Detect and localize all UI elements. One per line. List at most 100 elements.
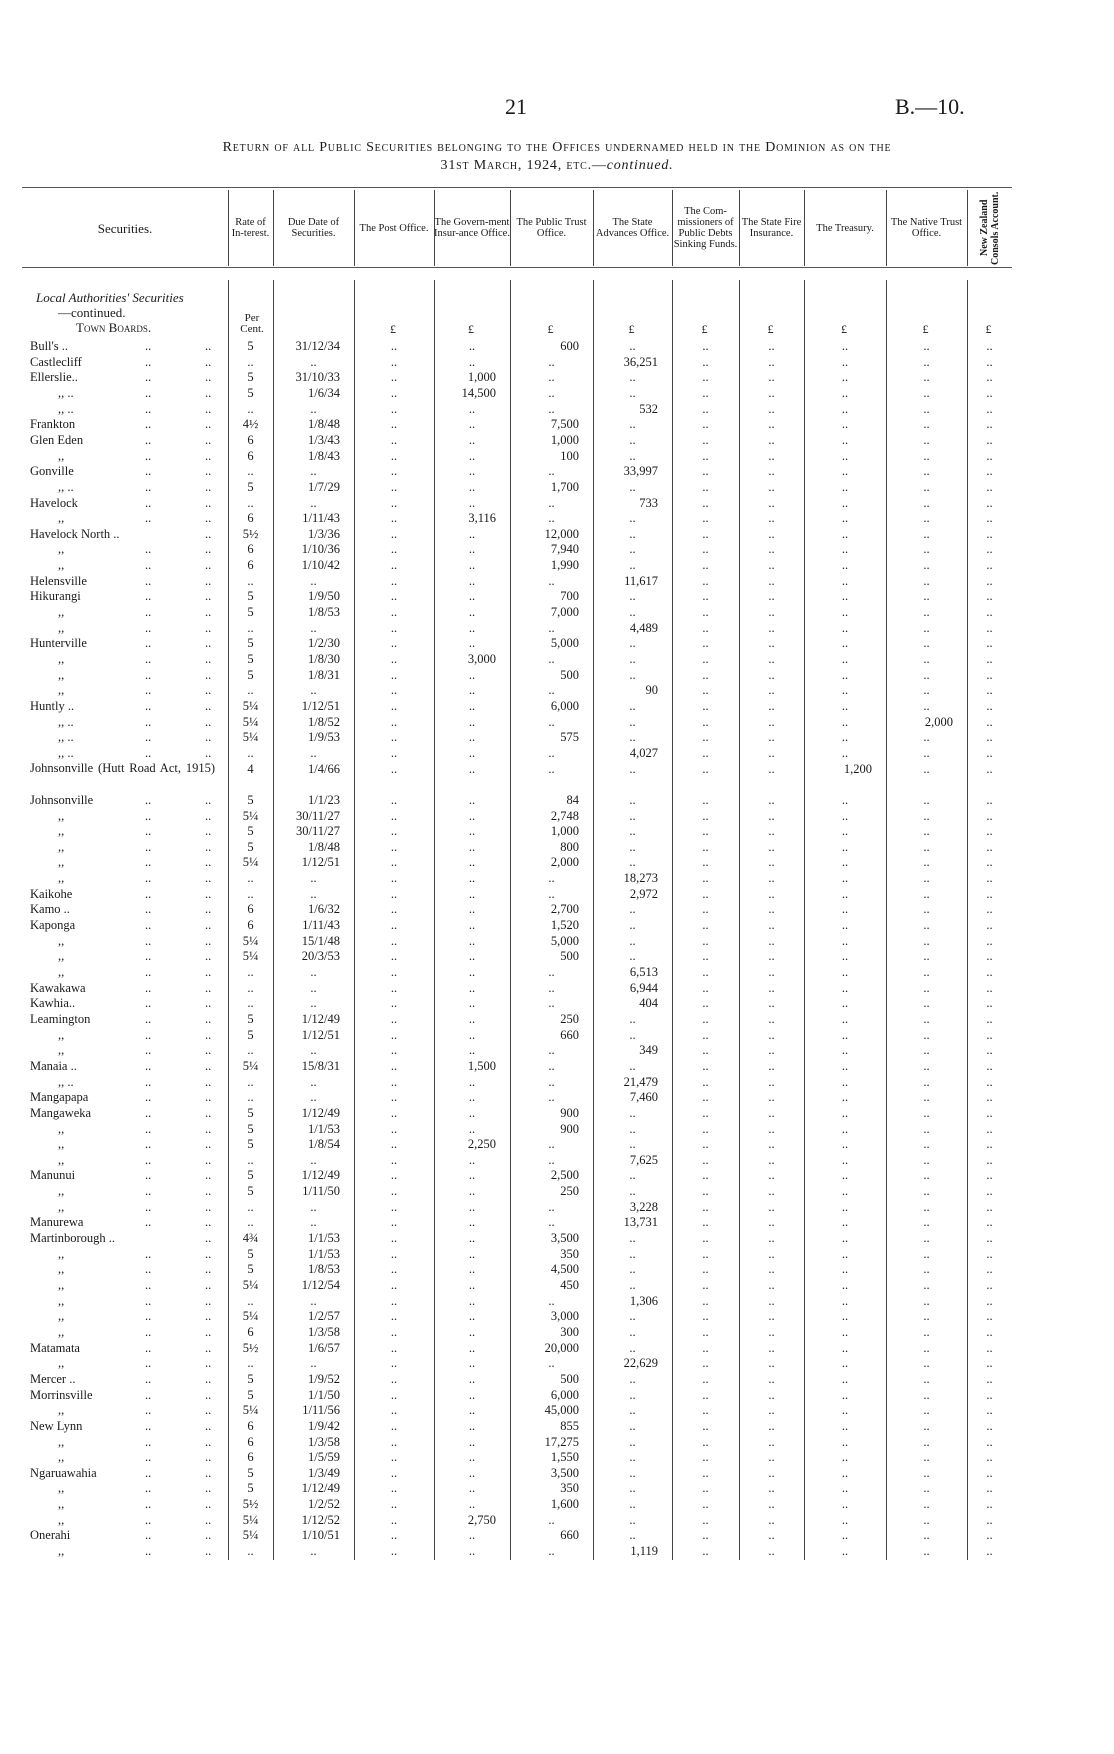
cell-state-advances: .. [629, 370, 636, 385]
cell-public-trust: 700 [560, 589, 579, 604]
table-row: Frankton.... 4½ 1/8/48.... 7,500...........… [0, 416, 1114, 432]
leader-dots: .. [145, 354, 152, 369]
table-row: New Lynn.... 6 1/9/42.... 855............ [0, 1418, 1114, 1434]
cell-state-fire: .. [768, 1324, 775, 1339]
cell-consols: .. [986, 432, 993, 447]
cell-native-trust: .. [923, 1481, 930, 1496]
leader-dots: .. [205, 745, 212, 760]
cell-sinking-funds: .. [702, 1356, 709, 1371]
cell-due-date: 1/2/30 [308, 636, 340, 651]
cell-rate: 6 [247, 542, 254, 557]
column-divider [739, 190, 740, 266]
cell-treasury: .. [841, 1434, 849, 1449]
cell-due-date: 1/3/58 [308, 1324, 340, 1339]
leader-dots: .. [145, 432, 152, 447]
security-name: ,, [58, 667, 65, 682]
cell-sinking-funds: .. [702, 886, 709, 901]
cell-due-date: 1/11/43 [302, 918, 340, 933]
cell-consols: .. [986, 1544, 993, 1559]
table-row: Manunui.... 5 1/12/49.... 2,500............ [0, 1167, 1114, 1183]
cell-state-fire: .. [768, 339, 775, 353]
cell-government-insurance: .. [468, 1168, 476, 1183]
security-name: ,, [58, 1512, 65, 1527]
leader-dots: .. [205, 1340, 212, 1355]
cell-native-trust: .. [923, 1371, 930, 1386]
cell-public-trust: 250 [560, 1184, 579, 1199]
table-row: Ellerslie...... 5 31/10/33.. 1,000.........… [0, 369, 1114, 385]
table-row: Johnsonville (Hutt Road Act, 1915) 4 1/4/6… [0, 761, 1114, 777]
leader-dots: .. [205, 542, 212, 557]
cell-state-fire: .. [768, 1403, 775, 1418]
cell-sinking-funds: .. [702, 1011, 709, 1026]
cell-consols: .. [986, 1371, 993, 1386]
cell-sinking-funds: .. [702, 589, 709, 604]
cell-consols: .. [986, 839, 993, 854]
leader-dots: .. [205, 1231, 212, 1246]
cell-state-fire: .. [768, 620, 775, 635]
cell-state-advances: 11,617 [624, 573, 658, 588]
cell-consols: .. [986, 542, 993, 557]
cell-public-trust: 600 [560, 339, 579, 353]
cell-post-office: .. [390, 589, 398, 604]
cell-due-date: 30/11/27 [296, 824, 340, 839]
cell-consols: .. [986, 558, 993, 573]
cell-rate: .. [247, 620, 254, 635]
cell-state-fire: .. [768, 996, 775, 1011]
cell-public-trust: 3,500 [550, 1465, 579, 1480]
leader-dots: .. [145, 448, 152, 463]
cell-consols: .. [986, 933, 993, 948]
table-row: ,,.... 6 1/10/42.... 1,990............ [0, 557, 1114, 573]
cell-sinking-funds: .. [702, 996, 709, 1011]
cell-state-fire: .. [768, 1058, 775, 1073]
leader-dots: .. [205, 839, 212, 854]
leader-dots: .. [205, 620, 212, 635]
leader-dots: .. [145, 965, 152, 979]
cell-consols: .. [986, 745, 993, 760]
table-row: Kawhia................ 404.......... [0, 995, 1114, 1011]
security-name: Mangapapa [30, 1090, 89, 1105]
cell-consols: .. [986, 1512, 993, 1527]
security-name: ,, [58, 1356, 65, 1371]
cell-state-advances: .. [629, 1434, 636, 1449]
security-name: Ngaruawahia [30, 1465, 97, 1480]
cell-treasury: .. [841, 667, 849, 682]
cell-state-advances: .. [629, 417, 636, 432]
cell-state-fire: .. [768, 1090, 775, 1105]
cell-state-fire: .. [768, 1074, 775, 1089]
cell-state-fire: .. [768, 1011, 775, 1026]
cell-state-fire: .. [768, 1231, 775, 1246]
cell-state-advances: .. [629, 1371, 636, 1386]
cell-sinking-funds: .. [702, 1231, 709, 1246]
cell-treasury: .. [841, 526, 849, 541]
cell-consols: .. [986, 652, 993, 666]
cell-due-date: .. [310, 1199, 317, 1214]
cell-post-office: .. [390, 370, 398, 385]
cell-treasury: .. [841, 1278, 849, 1292]
cell-due-date: .. [310, 1152, 317, 1167]
security-name: Mangaweka [30, 1105, 92, 1120]
security-name: Manaia .. [30, 1058, 77, 1073]
cell-post-office: .. [390, 479, 398, 494]
table-row: ,,.... 5¼ 1/11/56.... 45,000............ [0, 1402, 1114, 1418]
security-name: ,, .. [58, 479, 74, 494]
cell-treasury: .. [841, 1231, 849, 1246]
security-name: Gonville [30, 464, 74, 479]
cell-sinking-funds: .. [702, 1184, 709, 1199]
cell-public-trust: 855 [560, 1418, 579, 1433]
header-bottom-rule [22, 267, 1012, 268]
table-row: ,,.... 5¼ 30/11/27.... 2,748............ [0, 808, 1114, 824]
cell-treasury: .. [841, 1371, 849, 1386]
cell-treasury: .. [841, 1152, 849, 1167]
cell-rate: 5¼ [242, 1512, 259, 1527]
cell-state-advances: .. [629, 1450, 636, 1465]
cell-government-insurance: .. [468, 1262, 476, 1277]
table-row: ,, ................ 21,479.......... [0, 1074, 1114, 1090]
cell-treasury: .. [841, 1137, 849, 1152]
cell-sinking-funds: .. [702, 448, 709, 463]
table-row: ,,.... 5¼ 1/2/57.... 3,000............ [0, 1308, 1114, 1324]
cell-post-office: .. [390, 1371, 398, 1386]
cell-rate: 6 [247, 511, 254, 526]
cell-public-trust: 300 [560, 1324, 579, 1339]
cell-sinking-funds: .. [702, 464, 709, 479]
cell-treasury: .. [841, 949, 849, 964]
